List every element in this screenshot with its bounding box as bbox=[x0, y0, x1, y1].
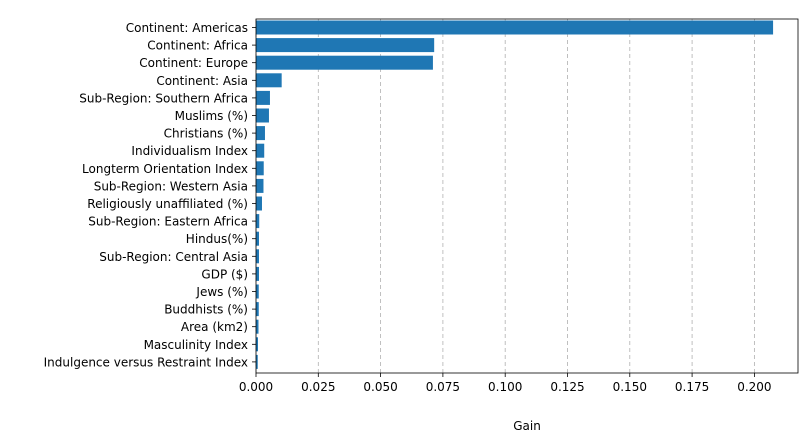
grid-lines bbox=[255, 19, 755, 373]
bar bbox=[256, 126, 265, 141]
bar bbox=[256, 354, 258, 369]
y-tick-label: Hindus(%) bbox=[186, 232, 248, 246]
bar bbox=[256, 214, 260, 229]
y-tick-label: Sub-Region: Southern Africa bbox=[79, 91, 248, 105]
x-axis-title: Gain bbox=[513, 419, 541, 433]
bar bbox=[256, 319, 259, 334]
bar bbox=[256, 266, 259, 281]
bar bbox=[256, 161, 264, 176]
bar bbox=[256, 302, 259, 317]
y-tick-label: Masculinity Index bbox=[144, 338, 248, 352]
y-tick-label: Jews (%) bbox=[195, 285, 248, 299]
y-tick-label: Buddhists (%) bbox=[164, 303, 248, 317]
bar bbox=[256, 20, 774, 35]
plot-frame bbox=[255, 18, 799, 374]
bar bbox=[256, 231, 259, 246]
x-tick-label: 0.025 bbox=[301, 380, 335, 394]
bar bbox=[256, 108, 269, 123]
bar bbox=[256, 249, 259, 264]
bar bbox=[256, 73, 282, 88]
bar bbox=[256, 90, 270, 105]
y-axis: Continent: Americas Continent: Africa Cont… bbox=[44, 21, 256, 369]
bar bbox=[256, 337, 258, 352]
y-tick-label: Christians (%) bbox=[164, 127, 248, 141]
y-tick-label: GDP ($) bbox=[201, 267, 248, 281]
y-tick-label: Religiously unaffiliated (%) bbox=[87, 197, 248, 211]
bar bbox=[256, 38, 435, 53]
bar bbox=[256, 55, 433, 70]
y-tick-label: Continent: Europe bbox=[139, 56, 248, 70]
x-tick-label: 0.125 bbox=[550, 380, 584, 394]
y-tick-label: Continent: Americas bbox=[126, 21, 248, 35]
y-tick-label: Individualism Index bbox=[131, 144, 248, 158]
y-tick-label: Continent: Africa bbox=[147, 39, 248, 53]
x-tick-label: 0.150 bbox=[613, 380, 647, 394]
y-tick-label: Sub-Region: Central Asia bbox=[99, 250, 248, 264]
y-tick-label: Longterm Orientation Index bbox=[82, 162, 248, 176]
x-tick-label: 0.175 bbox=[675, 380, 709, 394]
y-tick-label: Muslims (%) bbox=[175, 109, 248, 123]
x-axis: 0.000 0.025 0.050 0.075 0.100 0.125 0.150 0.175… bbox=[239, 373, 772, 394]
x-tick-label: 0.100 bbox=[488, 380, 522, 394]
bar bbox=[256, 143, 265, 158]
bar bbox=[256, 284, 259, 299]
x-tick-label: 0.075 bbox=[426, 380, 460, 394]
x-tick-label: 0.050 bbox=[363, 380, 397, 394]
bar bbox=[256, 196, 262, 211]
y-tick-label: Area (km2) bbox=[181, 320, 248, 334]
x-tick-label: 0.000 bbox=[239, 380, 273, 394]
y-tick-label: Indulgence versus Restraint Index bbox=[44, 355, 248, 369]
y-tick-label: Sub-Region: Eastern Africa bbox=[88, 215, 248, 229]
x-tick-label: 0.200 bbox=[737, 380, 771, 394]
bars bbox=[256, 20, 774, 369]
y-tick-label: Sub-Region: Western Asia bbox=[94, 179, 248, 193]
y-tick-label: Continent: Asia bbox=[156, 74, 248, 88]
bar bbox=[256, 178, 264, 193]
